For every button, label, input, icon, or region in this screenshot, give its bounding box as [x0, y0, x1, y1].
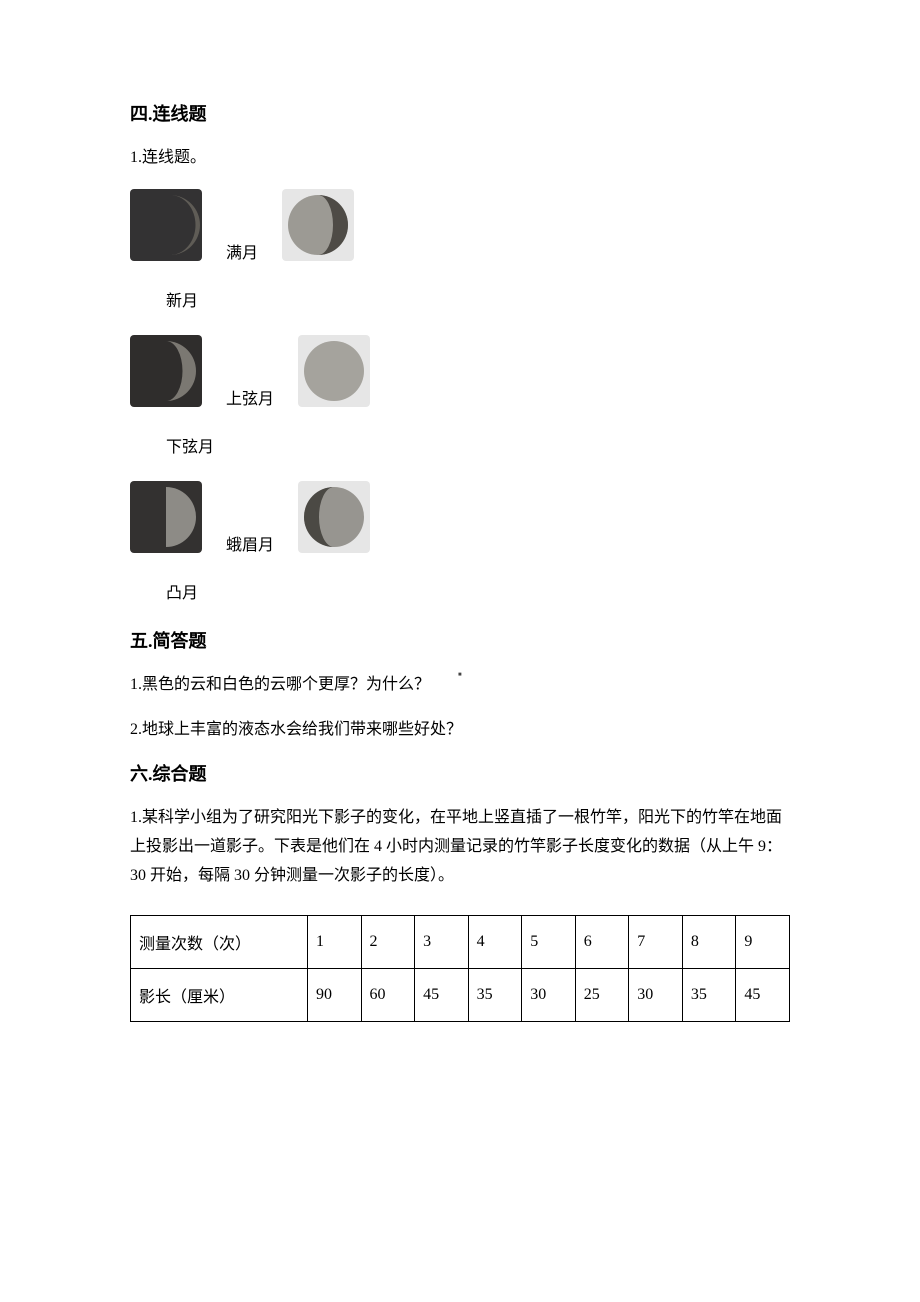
table-header-cell: 6: [575, 915, 629, 968]
table-data-cell: 45: [415, 968, 469, 1021]
page: 四.连线题 1.连线题。 满月 新月 上弦月 下弦月 蛾眉月 凸月 ■ 五.简答…: [0, 0, 920, 1302]
moon-image-right-1: [282, 189, 354, 261]
decorative-dot: ■: [458, 672, 462, 678]
moon-label-2: 上弦月: [226, 385, 274, 415]
table-data-cell: 60: [361, 968, 415, 1021]
table-row-data: 影长（厘米） 90 60 45 35 30 25 30 35 45: [131, 968, 790, 1021]
section-4-q1: 1.连线题。: [130, 144, 790, 173]
table-data-cell: 45: [736, 968, 790, 1021]
table-header-cell: 3: [415, 915, 469, 968]
moon-row-2: 上弦月: [130, 335, 790, 415]
section-4-heading: 四.连线题: [130, 100, 790, 126]
moon-image-left-2: [130, 335, 202, 407]
table-data-cell: 35: [468, 968, 522, 1021]
table-data-cell: 90: [308, 968, 362, 1021]
moon-label-only-3: 凸月: [166, 579, 790, 603]
section-5-heading: 五.简答题: [130, 627, 790, 653]
table-header-label: 测量次数（次）: [131, 915, 308, 968]
table-row-header: 测量次数（次） 1 2 3 4 5 6 7 8 9: [131, 915, 790, 968]
table-data-cell: 35: [682, 968, 736, 1021]
moon-image-right-2: [298, 335, 370, 407]
moon-row-3: 蛾眉月: [130, 481, 790, 561]
section-6-q1: 1.某科学小组为了研究阳光下影子的变化，在平地上竖直插了一根竹竿，阳光下的竹竿在…: [130, 804, 790, 890]
table-header-cell: 2: [361, 915, 415, 968]
table-row-label: 影长（厘米）: [131, 968, 308, 1021]
moon-label-only-2: 下弦月: [166, 433, 790, 457]
moon-image-left-3: [130, 481, 202, 553]
table-header-cell: 8: [682, 915, 736, 968]
moon-label-only-1: 新月: [166, 287, 790, 311]
moon-image-right-3: [298, 481, 370, 553]
table-data-cell: 30: [522, 968, 576, 1021]
table-data-cell: 25: [575, 968, 629, 1021]
section-5-q2: 2.地球上丰富的液态水会给我们带来哪些好处？: [130, 716, 790, 745]
table-data-cell: 30: [629, 968, 683, 1021]
table-header-cell: 9: [736, 915, 790, 968]
table-header-cell: 4: [468, 915, 522, 968]
table-header-cell: 7: [629, 915, 683, 968]
section-6-heading: 六.综合题: [130, 760, 790, 786]
table-header-cell: 5: [522, 915, 576, 968]
table-header-cell: 1: [308, 915, 362, 968]
moon-label-3: 蛾眉月: [226, 531, 274, 561]
shadow-length-table: 测量次数（次） 1 2 3 4 5 6 7 8 9 影长（厘米） 90 60 4…: [130, 915, 790, 1022]
moon-image-left-1: [130, 189, 202, 261]
moon-row-1: 满月: [130, 189, 790, 269]
moon-label-1: 满月: [226, 239, 258, 269]
